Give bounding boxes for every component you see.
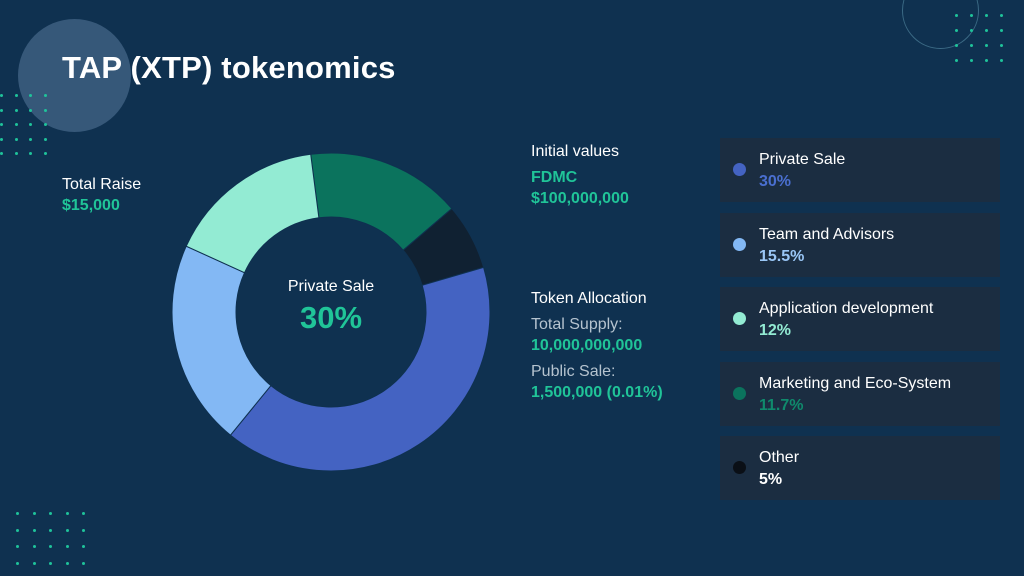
legend-value: 5% [759, 471, 783, 488]
decorative-dot [1000, 29, 1003, 32]
decorative-dot [1000, 59, 1003, 62]
chart-center-label: Private Sale [287, 278, 375, 295]
decorative-dot [29, 108, 32, 112]
decorative-dot [16, 545, 19, 548]
decorative-dot [32, 528, 36, 532]
decorative-dot [970, 59, 973, 62]
decorative-dot [65, 561, 69, 565]
decorative-dot [955, 14, 958, 17]
decorative-dot [0, 108, 3, 112]
total-raise-label: Total Raise [62, 176, 142, 193]
legend-swatch [733, 461, 746, 474]
total-supply-label: Total Supply: [531, 316, 623, 333]
token-allocation-label: Token Allocation [531, 290, 647, 307]
decorative-dot [985, 44, 988, 47]
decorative-dot [43, 152, 47, 155]
decorative-dot [43, 108, 47, 112]
decorative-dot [82, 545, 85, 548]
initial-values: Initial values FDMC $100,000,000 [531, 143, 629, 208]
decorative-dot [29, 152, 32, 155]
token-allocation: Token Allocation Total Supply: 10,000,00… [531, 290, 663, 402]
decorative-dot [970, 44, 973, 47]
decorative-dot [985, 29, 988, 32]
donut-hole [236, 217, 426, 407]
decorative-dot [49, 545, 52, 548]
decorative-dot [985, 14, 988, 17]
decorative-dot [82, 528, 85, 532]
decorative-dot [14, 137, 18, 141]
decorative-dot [985, 59, 988, 62]
decorative-dot [49, 528, 52, 532]
legend-value: 30% [759, 173, 792, 190]
legend-item: Marketing and Eco-System 11.7% [720, 361, 1000, 426]
fdmc-label: FDMC [531, 169, 578, 186]
decorative-dot [49, 561, 52, 565]
legend-swatch [733, 237, 746, 251]
total-raise-value: $15,000 [62, 197, 120, 214]
total-raise: Total Raise $15,000 [62, 176, 141, 215]
legend-label: Application development [759, 300, 934, 317]
decorative-dot [955, 44, 958, 47]
decorative-dot [16, 528, 19, 532]
public-sale-label: Public Sale: [531, 363, 616, 380]
legend-label: Private Sale [759, 151, 846, 168]
decorative-dot [14, 94, 18, 97]
decorative-dot [16, 512, 19, 515]
decorative-dot [65, 512, 69, 515]
decorative-dot [14, 152, 18, 155]
decorative-dot [29, 94, 32, 97]
decorative-dot [0, 94, 3, 97]
decorative-ring [902, 0, 979, 49]
legend-item: Application development 12% [720, 287, 1000, 351]
legend-label: Team and Advisors [759, 225, 895, 243]
decorative-dot [955, 59, 958, 62]
fdmc-value: $100,000,000 [531, 190, 629, 207]
decorative-dot [0, 137, 3, 141]
total-supply-value: 10,000,000,000 [531, 337, 643, 354]
decorative-dot [82, 512, 85, 515]
legend-value: 15.5% [759, 247, 805, 265]
legend-value: 11.7% [759, 396, 804, 414]
decorative-dot [970, 14, 973, 17]
legend-item: Team and Advisors 15.5% [720, 212, 1000, 277]
decorative-dot [43, 94, 47, 97]
initial-values-label: Initial values [531, 143, 620, 160]
decorative-dot [14, 123, 18, 126]
chart-center-value: 30% [299, 300, 363, 335]
decorative-dot [14, 108, 18, 112]
decorative-dot [43, 123, 47, 126]
decorative-dot [32, 512, 36, 515]
chart-legend: Private Sale 30% Team and Advisors 15.5% App… [720, 138, 1000, 511]
decorative-dot [32, 545, 36, 548]
decorative-dot [29, 123, 32, 126]
decorative-dot [49, 512, 52, 515]
legend-swatch [733, 386, 746, 400]
legend-swatch [733, 312, 746, 325]
legend-label: Other [759, 449, 800, 466]
page-title: TAP (XTP) tokenomics [62, 50, 396, 85]
legend-label: Marketing and Eco-System [759, 374, 952, 392]
decorative-dot [1000, 44, 1003, 47]
decorative-dot [65, 545, 69, 548]
decorative-dot [1000, 14, 1003, 17]
decorative-dot [82, 561, 85, 565]
decorative-dot [32, 561, 36, 565]
legend-value: 12% [759, 322, 792, 339]
decorative-dot [955, 29, 958, 32]
decorative-dot [0, 152, 3, 155]
decorative-dot [16, 561, 19, 565]
decorative-dot [43, 137, 47, 141]
legend-item: Private Sale 30% [720, 138, 1000, 202]
legend-swatch [733, 163, 746, 176]
public-sale-value: 1,500,000 (0.01%) [531, 384, 663, 401]
decorative-dot [970, 29, 973, 32]
legend-item: Other 5% [720, 436, 1000, 500]
decorative-dot [29, 137, 32, 141]
decorative-dot [0, 123, 3, 126]
decorative-circle [18, 19, 131, 132]
decorative-dot [65, 528, 69, 532]
donut-chart [172, 153, 490, 471]
